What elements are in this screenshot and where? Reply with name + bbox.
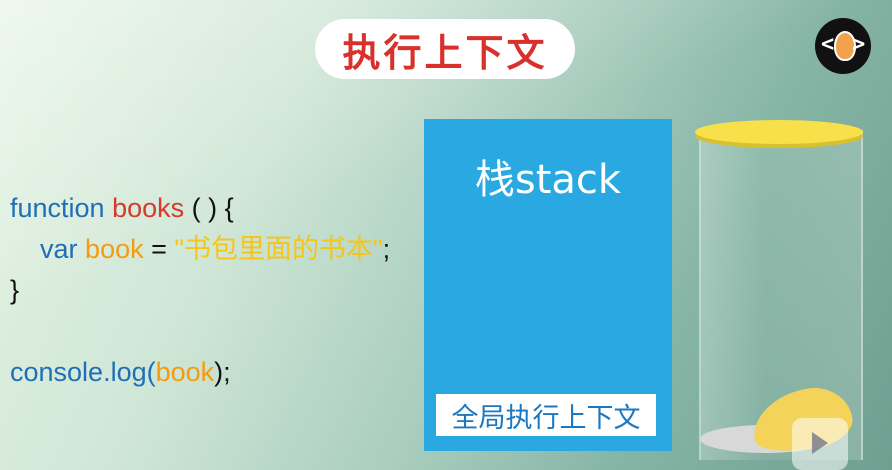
play-watermark-icon: [792, 418, 848, 470]
page-title: 执行上下文: [315, 19, 575, 79]
code-end: );: [214, 357, 231, 387]
stack-label: 栈stack: [474, 157, 622, 203]
function-name: books: [112, 193, 185, 223]
code-block: function books ( ) { var book = "书包里面的书本…: [10, 188, 390, 393]
log-argument: book: [155, 357, 215, 387]
code-line-5: console.log(book);: [10, 352, 390, 393]
code-line-4: [10, 311, 390, 352]
code-punct: ( ) {: [184, 193, 234, 223]
code-line-1: function books ( ) {: [10, 188, 390, 229]
call-stack-box: 栈stack 全局执行上下文: [424, 119, 672, 451]
console-log-call: console.log(: [10, 357, 156, 387]
code-semicolon: ;: [382, 234, 391, 264]
code-brace: }: [10, 275, 20, 305]
keyword-var: var: [40, 234, 78, 264]
code-equals: =: [143, 234, 175, 264]
jar-lid: [695, 120, 863, 144]
code-line-3: }: [10, 270, 390, 311]
string-literal: "书包里面的书本": [174, 234, 383, 264]
egg-code-logo-icon: < >: [815, 18, 871, 74]
keyword-function: function: [10, 193, 105, 223]
code-line-2: var book = "书包里面的书本";: [10, 229, 390, 270]
global-execution-context: 全局执行上下文: [436, 394, 656, 436]
variable-name: book: [85, 234, 144, 264]
